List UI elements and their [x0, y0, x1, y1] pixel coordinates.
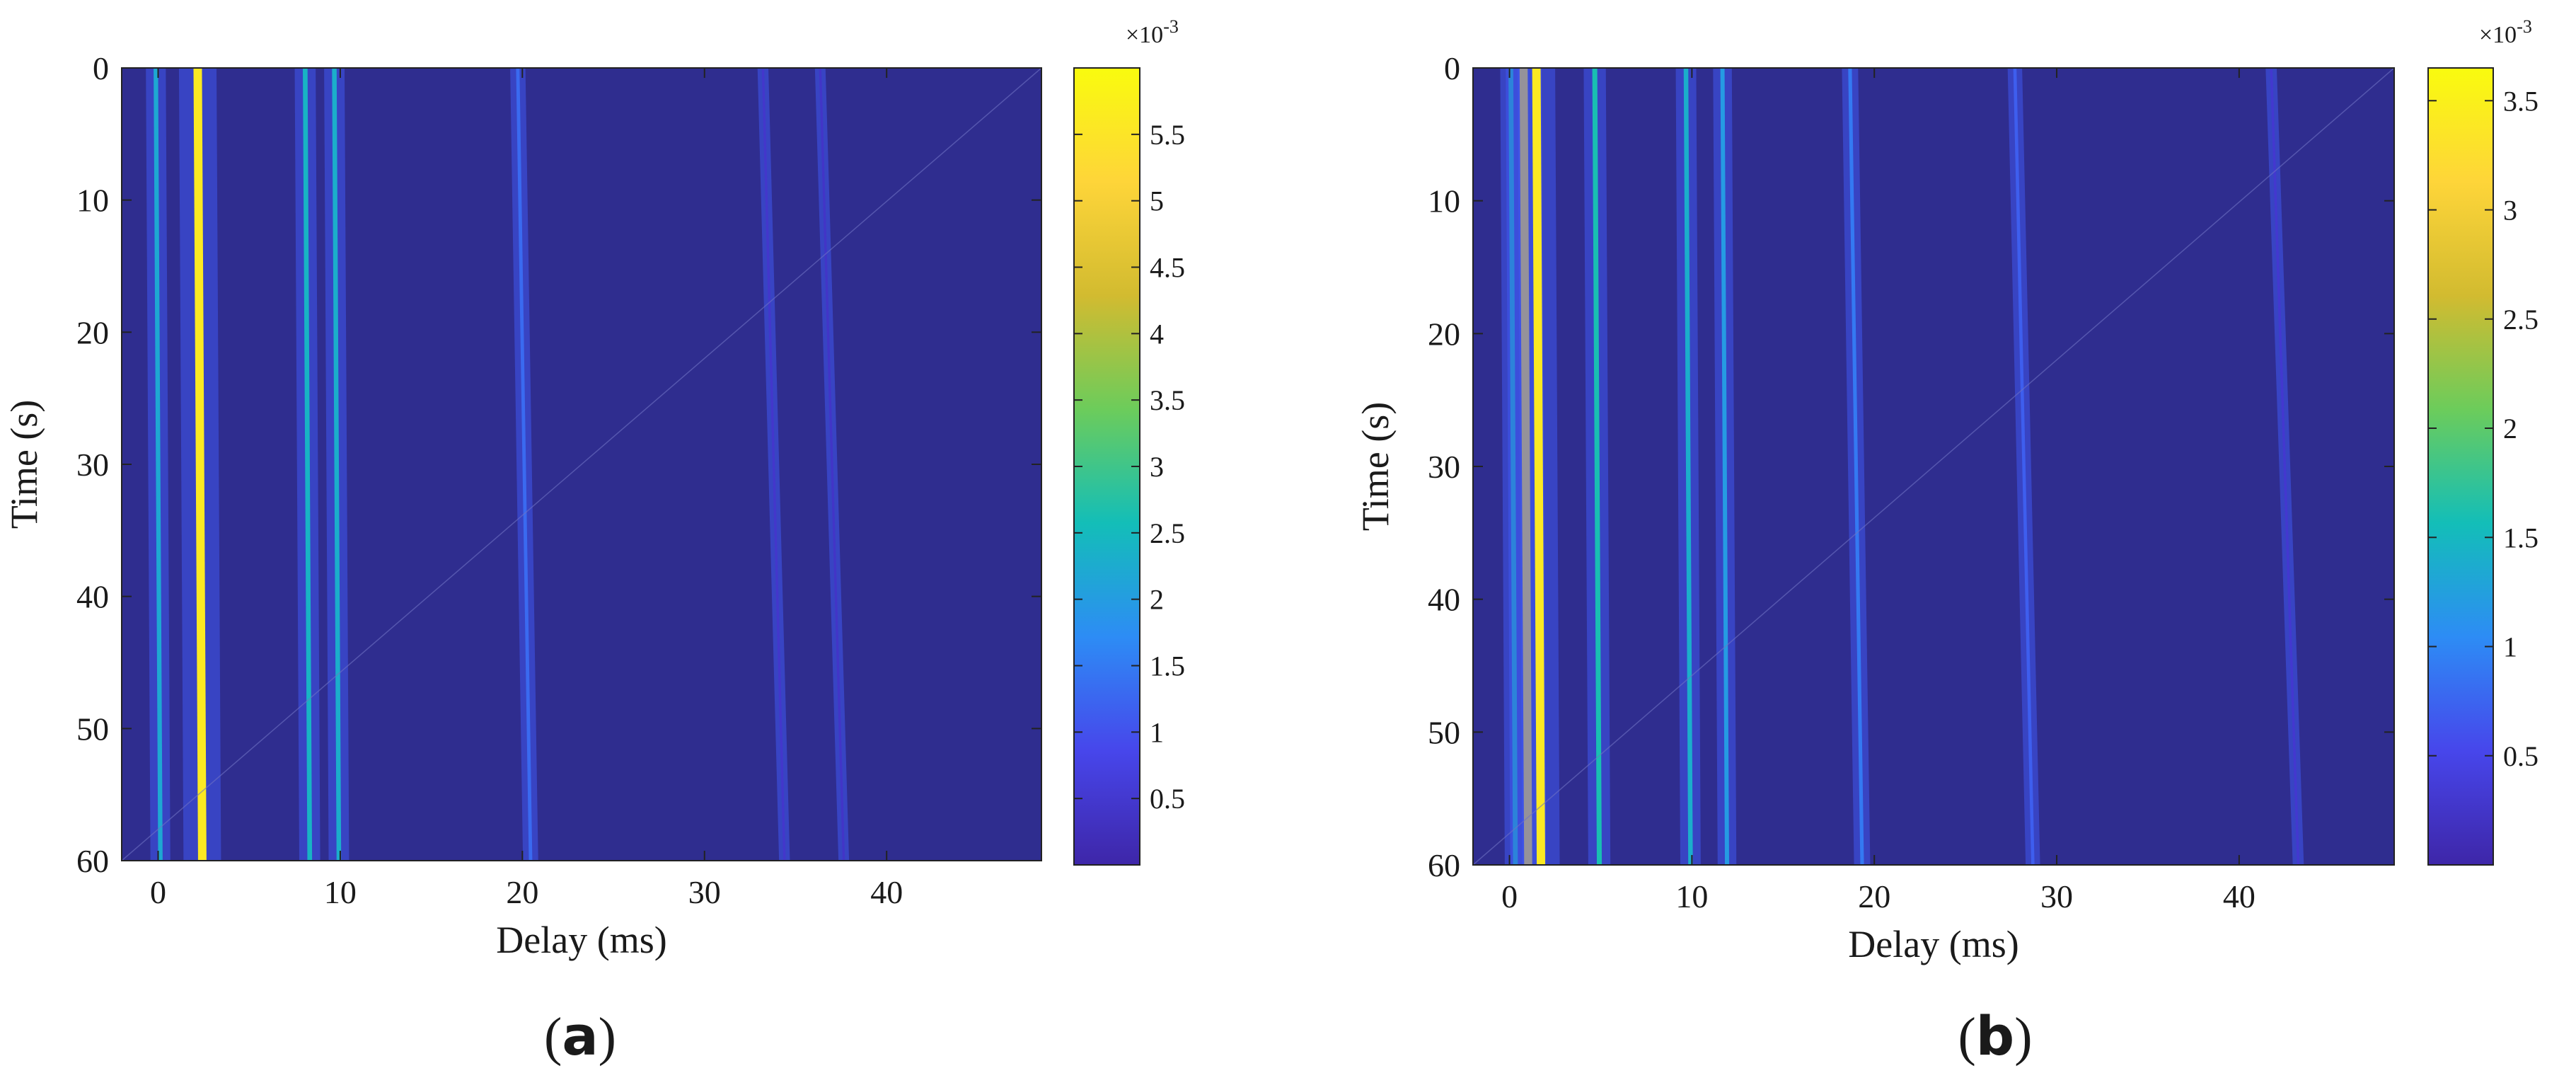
- y-tick-label: 30: [76, 447, 109, 483]
- path-line: [193, 68, 207, 861]
- diagonal-line: [122, 68, 1041, 861]
- heatmap-paths: [1473, 68, 2394, 865]
- colorbar-tick-label: 1: [1150, 716, 1164, 748]
- colorbar-tick-label: 3.5: [1150, 384, 1185, 416]
- y-tick-label: 0: [1444, 50, 1460, 86]
- x-tick-label: 40: [2223, 878, 2256, 914]
- y-tick-label: 20: [1428, 316, 1460, 352]
- x-tick-label: 10: [1675, 878, 1708, 914]
- colorbar-tick-label: 2.5: [1150, 517, 1185, 549]
- y-tick-label: 20: [76, 314, 109, 350]
- colorbar-tick-label: 2: [1150, 584, 1164, 616]
- x-tick-label: 30: [688, 874, 721, 910]
- y-tick-label: 50: [76, 711, 109, 747]
- x-axis-title: Delay (ms): [1848, 923, 2018, 965]
- y-tick-label: 10: [76, 183, 109, 219]
- colorbar-exponent: ×10-3: [2479, 16, 2532, 48]
- path-line: [154, 68, 163, 861]
- path-line: [819, 68, 845, 861]
- y-tick-label: 60: [1428, 847, 1460, 883]
- panel-a: 0 10 20 30 40 0 10 20 30 40 50 60 Delay (ms) Time (s)…: [3, 16, 1185, 1067]
- colorbar-tick-label: 3: [2503, 195, 2517, 226]
- colorbar-tick-label: 4.5: [1150, 252, 1185, 284]
- colorbar-gradient: [2427, 67, 2494, 866]
- path-line: [1720, 68, 1729, 865]
- colorbar-exponent: ×10-3: [1126, 16, 1179, 48]
- colorbar-tick-label: 5: [1150, 185, 1164, 217]
- x-tick-label: 40: [870, 874, 903, 910]
- panel-label: (a): [544, 1004, 616, 1067]
- path-line: [303, 68, 313, 861]
- colorbar-tick-label: 4: [1150, 318, 1164, 350]
- x-tick-label: 10: [324, 874, 357, 910]
- y-tick-label: 0: [93, 50, 109, 86]
- y-tick-label: 10: [1428, 183, 1460, 219]
- x-tick-label: 30: [2040, 878, 2073, 914]
- y-tick-label: 40: [1428, 582, 1460, 618]
- x-tick-label: 20: [1858, 878, 1890, 914]
- colorbar-tick-label: 3.5: [2503, 85, 2539, 117]
- colorbar-tick-label: 1.5: [1150, 650, 1185, 682]
- colorbar-tick-label: 1: [2503, 631, 2517, 663]
- colorbar-tick-label: 5.5: [1150, 119, 1185, 151]
- path-line: [332, 68, 342, 861]
- y-axis-title: Time (s): [3, 400, 45, 529]
- diagonal-line: [1473, 68, 2394, 865]
- colorbar: 0.5 1 1.5 2 2.5 3 3.5 ×10-3: [2427, 16, 2539, 866]
- colorbar-tick-label: 2: [2503, 413, 2517, 444]
- x-tick-label: 20: [506, 874, 538, 910]
- colorbar-tick-label: 2.5: [2503, 304, 2539, 335]
- path-line: [516, 68, 533, 861]
- panel-b: 0 10 20 30 40 0 10 20 30 40 50 60 Delay (ms) Time (s)…: [1354, 16, 2539, 1067]
- path-line: [1683, 68, 1693, 865]
- x-tick-label: 0: [150, 874, 166, 910]
- colorbar-tick-label: 0.5: [2503, 740, 2539, 772]
- colorbar-tick-label: 1.5: [2503, 522, 2539, 553]
- panel-label: (b): [1958, 1004, 2032, 1067]
- y-axis-title: Time (s): [1354, 402, 1397, 532]
- path-line: [1532, 68, 1545, 865]
- y-tick-label: 40: [76, 579, 109, 615]
- colorbar-tick-label: 0.5: [1150, 783, 1185, 815]
- path-line: [1848, 68, 1864, 865]
- path-line: [2270, 68, 2300, 865]
- path-line: [2013, 68, 2035, 865]
- x-tick-label: 0: [1501, 878, 1518, 914]
- path-line: [761, 68, 786, 861]
- heatmap-paths: [122, 68, 1041, 861]
- colorbar-tick-label: 3: [1150, 451, 1164, 483]
- colorbar-gradient: [1073, 67, 1140, 866]
- colorbar: 0.5 1 1.5 2 2.5 3 3.5 4 4.5 5 5.5 ×10-3: [1073, 16, 1185, 866]
- y-tick-label: 30: [1428, 449, 1460, 485]
- y-tick-label: 50: [1428, 714, 1460, 750]
- path-line: [1592, 68, 1602, 865]
- x-axis-title: Delay (ms): [496, 919, 666, 961]
- y-tick-label: 60: [76, 843, 109, 879]
